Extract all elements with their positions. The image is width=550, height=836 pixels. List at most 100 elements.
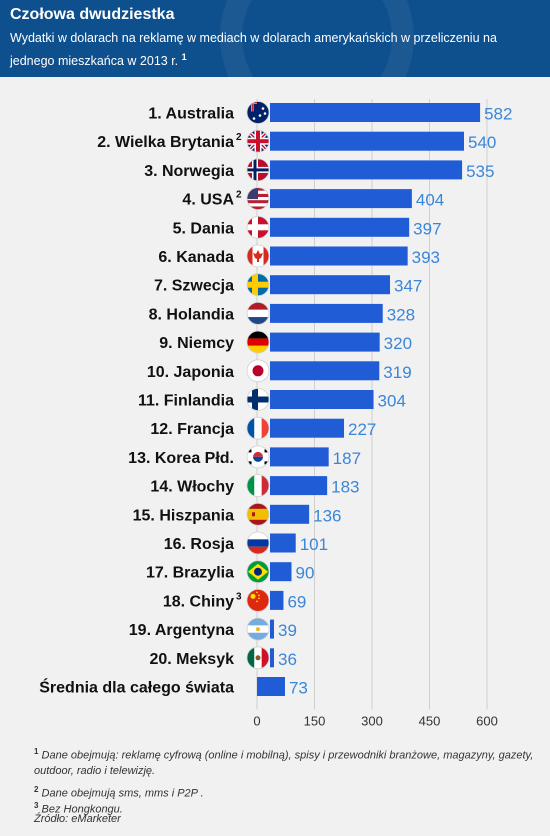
brazil-flag <box>246 560 270 584</box>
category-label: 17. Brazylia <box>146 565 234 582</box>
footnote-2-mark: 2 <box>34 785 39 794</box>
norway-flag <box>246 158 270 182</box>
background-swirl <box>220 0 414 77</box>
value-label: 535 <box>466 162 494 181</box>
footnote-1-text: Dane obejmują: reklamę cyfrową (online i… <box>34 749 534 777</box>
category-label: 18. Chiny <box>163 593 234 610</box>
category-label: 8. Holandia <box>149 306 234 323</box>
category-label: 15. Hiszpania <box>133 507 234 524</box>
mexico-flag <box>246 646 270 670</box>
germany-flag <box>246 330 270 354</box>
category-label: 2. Wielka Brytania <box>97 134 234 151</box>
category-label: 20. Meksyk <box>149 651 234 668</box>
chart-title: Czołowa dwudziestka <box>10 6 175 23</box>
category-label: 10. Japonia <box>147 364 234 381</box>
category-label: 16. Rosja <box>164 536 234 553</box>
value-label: 39 <box>278 621 297 640</box>
bar <box>270 476 328 496</box>
bar <box>270 160 463 180</box>
source-text: Źródło: eMarketer <box>34 813 121 825</box>
bar <box>270 246 408 266</box>
footnote-1-mark: 1 <box>34 747 39 756</box>
china-flag <box>246 589 270 612</box>
value-label: 320 <box>384 334 412 353</box>
category-label: 14. Włochy <box>150 479 234 496</box>
bar <box>270 103 481 122</box>
source-note: Źródło: eMarketer <box>34 812 534 827</box>
category-label: 1. Australia <box>148 106 234 123</box>
sweden-flag <box>246 273 270 297</box>
value-label: 404 <box>416 191 444 210</box>
footnote-1: 1 Dane obejmują: reklamę cyfrową (online… <box>34 744 534 779</box>
footnote-3: 3 Bez Hongkongu. <box>34 798 534 818</box>
bar <box>270 447 329 467</box>
bar <box>270 189 412 209</box>
category-label: 13. Korea Płd. <box>128 450 234 467</box>
footnotes: 1 Dane obejmują: reklamę cyfrową (online… <box>0 742 550 836</box>
subtitle-text: Wydatki w dolarach na reklamę w mediach … <box>10 31 497 69</box>
bar <box>257 677 285 696</box>
value-label: 328 <box>387 305 415 324</box>
bar-chart: 0 150 300 450 600 1. Australia 582 2. Wielka Br… <box>39 99 512 729</box>
category-label: 11. Finlandia <box>138 393 234 410</box>
category-label: 19. Argentyna <box>129 622 234 639</box>
bar <box>270 332 380 352</box>
header: Czołowa dwudziestka Wydatki w dolarach n… <box>0 0 550 77</box>
south-korea-flag <box>246 445 270 469</box>
bar <box>270 648 274 668</box>
argentina-flag <box>246 617 270 641</box>
australia-flag <box>246 101 270 124</box>
category-label: 7. Szwecja <box>154 278 234 295</box>
value-label: 90 <box>296 564 315 583</box>
bar <box>270 275 391 295</box>
category-label: 12. Francja <box>150 421 234 438</box>
bar <box>270 562 292 582</box>
uk-flag <box>246 129 270 153</box>
japan-flag <box>246 359 270 383</box>
value-label: 582 <box>484 105 512 124</box>
x-tick-label: 450 <box>419 714 441 729</box>
france-flag <box>246 416 270 440</box>
spain-flag <box>246 502 270 526</box>
value-label: 73 <box>289 679 308 698</box>
italy-flag <box>246 474 270 498</box>
denmark-flag <box>246 215 270 239</box>
value-label: 187 <box>333 449 361 468</box>
bar <box>270 217 410 237</box>
footnote-3-mark: 3 <box>34 801 39 810</box>
category-label: 5. Dania <box>173 220 234 237</box>
value-label: 227 <box>348 420 376 439</box>
bar <box>270 590 284 610</box>
category-label: Średnia dla całego świata <box>39 678 234 697</box>
value-label: 69 <box>287 592 306 611</box>
value-label: 183 <box>331 478 359 497</box>
value-label: 319 <box>383 363 411 382</box>
usa-flag <box>246 187 270 210</box>
footnote-2-text: Dane obejmują sms, mms i P2P . <box>41 787 204 800</box>
x-tick-label: 300 <box>361 714 383 729</box>
category-note: 3 <box>236 591 242 602</box>
category-note: 2 <box>236 190 242 201</box>
bar <box>270 303 383 323</box>
category-label: 3. Norwegia <box>144 163 234 180</box>
value-label: 304 <box>378 392 406 411</box>
bar <box>270 131 464 151</box>
x-tick-label: 600 <box>476 714 498 729</box>
value-label: 347 <box>394 277 422 296</box>
chart-subtitle: Wydatki w dolarach na reklamę w mediach … <box>10 29 540 71</box>
category-label: 6. Kanada <box>158 249 234 266</box>
netherlands-flag <box>246 301 270 325</box>
category-label: 4. USA <box>182 192 234 209</box>
x-tick-label: 150 <box>304 714 326 729</box>
value-label: 540 <box>468 133 496 152</box>
bar <box>270 504 310 524</box>
bar <box>270 418 345 438</box>
value-label: 101 <box>300 535 328 554</box>
bar <box>270 361 380 381</box>
category-note: 2 <box>236 132 242 143</box>
value-label: 36 <box>278 650 297 669</box>
footnote-2: 2 Dane obejmują sms, mms i P2P . <box>34 782 534 802</box>
bar <box>270 533 296 553</box>
footnote-3-text: Bez Hongkongu. <box>41 803 123 816</box>
chart-panel: 0 150 300 450 600 1. Australia 582 2. Wielka Br… <box>0 77 550 742</box>
